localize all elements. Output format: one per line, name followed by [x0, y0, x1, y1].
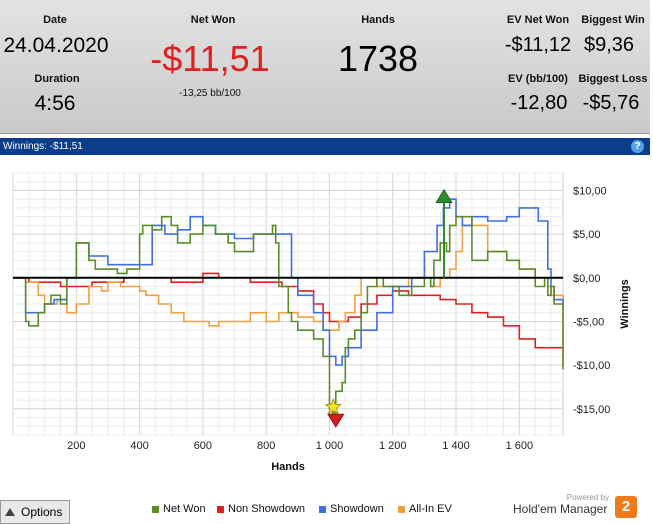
- x-tick-label: 200: [67, 440, 85, 452]
- legend-item[interactable]: Showdown: [319, 503, 384, 515]
- winnings-chart: 200 400 600 800 1 000 1 200 1 400 1 600 $10,00 $5…: [0, 155, 650, 495]
- biggest-win-value: $9,36: [583, 34, 635, 56]
- date-label: Date: [43, 14, 67, 26]
- legend-item[interactable]: Non Showdown: [217, 503, 305, 515]
- biggest-loss-marker: [327, 413, 345, 428]
- y-tick-label: $0,00: [573, 273, 601, 285]
- session-summary-header: Date 24.04.2020 Duration 4:56 Net Won -$…: [0, 0, 650, 134]
- legend-swatch: [217, 505, 224, 513]
- y-axis-label: Winnings: [619, 279, 631, 328]
- net-won-label: Net Won: [190, 14, 236, 26]
- legend-label: Net Won: [163, 503, 206, 515]
- x-tick-label: 800: [257, 440, 275, 452]
- legend-label: Showdown: [330, 503, 384, 515]
- ev-net-won-label: EV Net Won: [506, 14, 570, 26]
- star-marker: [324, 398, 342, 415]
- series-line-showdown: [13, 198, 564, 366]
- x-tick-label: 400: [130, 440, 148, 452]
- y-tick-label: -$15,00: [573, 404, 610, 416]
- series-line-all-in-ev: [13, 224, 564, 366]
- hm2-logo: 2: [615, 496, 637, 518]
- legend-item[interactable]: Net Won: [152, 503, 206, 515]
- winnings-bar: Winnings: -$11,51 ?: [0, 138, 650, 155]
- x-axis-label: Hands: [271, 461, 305, 473]
- winnings-chart-svg: 200 400 600 800 1 000 1 200 1 400 1 600 $10,00 $5…: [12, 172, 631, 473]
- biggest-loss-label: Biggest Loss: [578, 73, 648, 85]
- y-tick-label: $10,00: [573, 185, 607, 197]
- hands-label: Hands: [361, 14, 395, 26]
- date-value: 24.04.2020: [3, 34, 109, 57]
- net-won-bb-value: -13,25 bb/100: [179, 88, 241, 99]
- brand-name: Hold'em Manager: [513, 502, 608, 516]
- legend-label: Non Showdown: [228, 503, 306, 515]
- x-tick-label: 1 400: [442, 440, 470, 452]
- hands-value: 1738: [337, 38, 419, 79]
- powered-by-text: Powered by: [566, 493, 609, 502]
- legend-label: All-In EV: [409, 503, 452, 515]
- y-tick-label: -$10,00: [573, 360, 610, 372]
- y-tick-label: -$5,00: [573, 316, 604, 328]
- duration-label: Duration: [34, 73, 80, 85]
- net-won-value: -$11,51: [150, 38, 270, 79]
- x-tick-label: 1 000: [316, 440, 344, 452]
- biggest-win-label: Biggest Win: [581, 14, 645, 26]
- ev-bb-value: -12,80: [510, 92, 568, 114]
- winnings-bar-label: Winnings: -$11,51: [3, 141, 83, 152]
- options-button[interactable]: Options: [0, 500, 70, 524]
- ev-bb-label: EV (bb/100): [508, 73, 568, 85]
- x-tick-label: 600: [194, 440, 212, 452]
- triangle-up-icon: [5, 508, 15, 516]
- ev-net-won-value: -$11,12: [504, 34, 572, 56]
- series-line-net-won: [13, 215, 564, 414]
- x-tick-label: 1 600: [506, 440, 534, 452]
- biggest-win-marker: [435, 188, 453, 203]
- legend-swatch: [152, 505, 159, 513]
- help-icon[interactable]: ?: [631, 140, 644, 153]
- legend-swatch: [319, 505, 326, 513]
- x-tick-label: 1 200: [379, 440, 407, 452]
- options-label: Options: [21, 505, 63, 519]
- legend-swatch: [398, 505, 405, 513]
- duration-value: 4:56: [34, 92, 76, 115]
- y-tick-label: $5,00: [573, 229, 601, 241]
- legend-item[interactable]: All-In EV: [398, 503, 452, 515]
- biggest-loss-value: -$5,76: [582, 92, 640, 114]
